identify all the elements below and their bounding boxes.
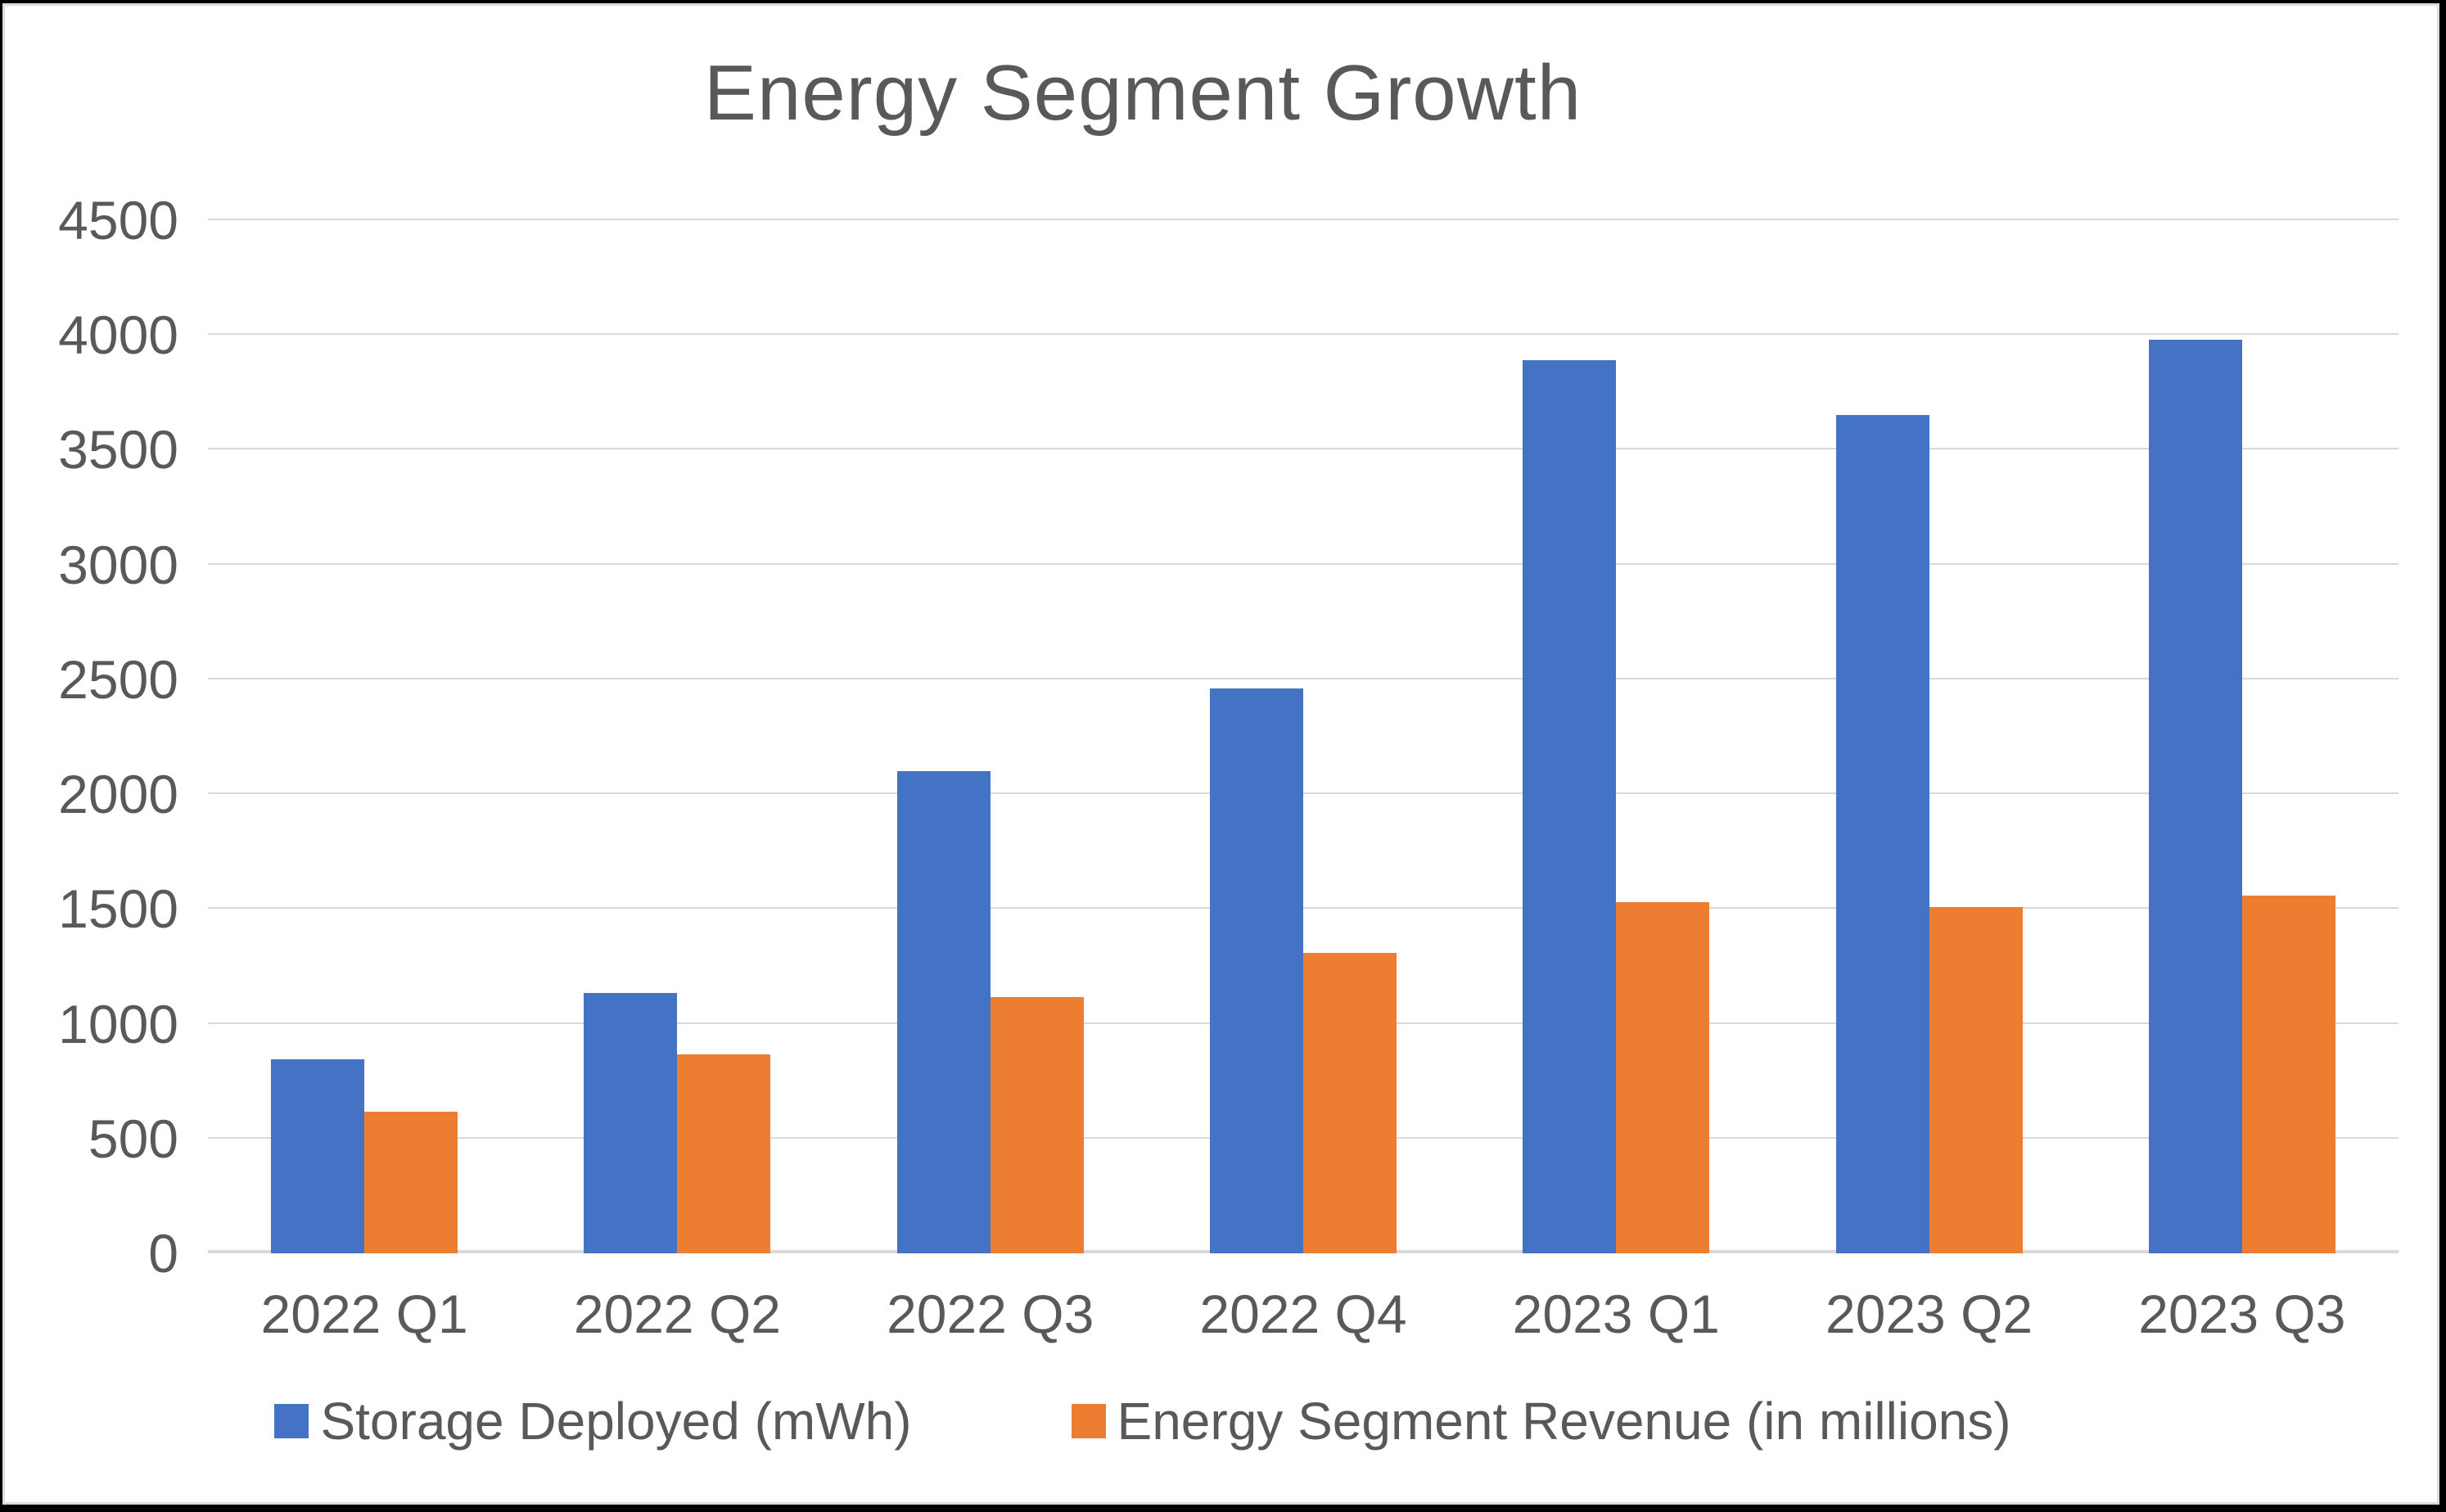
bar-storage-deployed-mwh-2022-q1 xyxy=(271,1058,365,1253)
plot-area: 0 500 1000 1500 2000 2500 3000 3500 4000 4500 xyxy=(58,190,2399,1284)
bar-storage-deployed-mwh-2022-q4 xyxy=(1209,688,1303,1253)
y-tick-label-1000: 1000 xyxy=(58,993,178,1054)
chart-panel: Energy Segment Growth 0 500 1000 1500 2000 25… xyxy=(2,3,2439,1505)
legend-label: Storage Deployed (mWh) xyxy=(320,1392,912,1451)
y-tick-label-500: 500 xyxy=(88,1108,178,1169)
bars-layer xyxy=(208,220,2399,1253)
legend-swatch-icon xyxy=(1071,1404,1106,1438)
bar-group-2023-q2 xyxy=(1772,220,2085,1253)
bar-storage-deployed-mwh-2022-q2 xyxy=(584,993,678,1253)
x-tick-label-2023-q2: 2023 Q2 xyxy=(1825,1284,2033,1344)
bar-group-2022-q1 xyxy=(208,220,521,1253)
x-axis: 2022 Q1 2022 Q2 2022 Q3 2022 Q4 2023 Q1 2023 … xyxy=(208,1283,2399,1345)
chart-title: Energy Segment Growth xyxy=(703,49,1582,137)
bar-energy-segment-revenue-in-millions-2023-q3 xyxy=(2241,895,2335,1253)
bar-group-2022-q2 xyxy=(521,220,833,1253)
bar-group-2023-q3 xyxy=(2086,220,2399,1253)
x-tick-label-2023-q1: 2023 Q1 xyxy=(1512,1284,1720,1344)
bar-storage-deployed-mwh-2023-q3 xyxy=(2148,339,2242,1253)
bar-energy-segment-revenue-in-millions-2022-q2 xyxy=(677,1054,771,1253)
y-tick-label-3000: 3000 xyxy=(58,534,178,595)
x-tick-label-2022-q1: 2022 Q1 xyxy=(260,1284,468,1344)
gridline-4000 xyxy=(208,333,2399,336)
bar-storage-deployed-mwh-2023-q2 xyxy=(1835,414,1929,1253)
y-tick-label-3500: 3500 xyxy=(58,419,178,481)
x-tick-label-2022-q3: 2022 Q3 xyxy=(887,1284,1094,1344)
bar-group-2023-q1 xyxy=(1460,220,1772,1253)
gridline-3000 xyxy=(208,562,2399,565)
x-tick-label-2022-q4: 2022 Q4 xyxy=(1199,1284,1407,1344)
legend-item-storage-deployed-mwh: Storage Deployed (mWh) xyxy=(274,1391,912,1451)
bar-storage-deployed-mwh-2023-q1 xyxy=(1523,360,1617,1253)
y-tick-label-0: 0 xyxy=(148,1223,178,1284)
bar-group-2022-q4 xyxy=(1147,220,1460,1253)
gridline-2000 xyxy=(208,792,2399,795)
x-tick-label-2022-q2: 2022 Q2 xyxy=(573,1284,782,1344)
bar-group-2022-q3 xyxy=(834,220,1147,1253)
legend-item-energy-segment-revenue-in-millions: Energy Segment Revenue (in millions) xyxy=(1071,1391,2011,1451)
gridline-1500 xyxy=(208,907,2399,909)
legend-label: Energy Segment Revenue (in millions) xyxy=(1117,1392,2011,1451)
gridline-3500 xyxy=(208,448,2399,450)
y-tick-label-2000: 2000 xyxy=(58,764,178,825)
legend: Storage Deployed (mWh) Energy Segment Rev… xyxy=(5,1391,2281,1451)
y-tick-label-4000: 4000 xyxy=(58,305,178,366)
bar-storage-deployed-mwh-2022-q3 xyxy=(896,771,991,1253)
gridline-2500 xyxy=(208,677,2399,679)
y-tick-label-1500: 1500 xyxy=(58,878,178,940)
bar-energy-segment-revenue-in-millions-2023-q2 xyxy=(1929,906,2023,1253)
legend-swatch-icon xyxy=(274,1404,309,1438)
bar-energy-segment-revenue-in-millions-2022-q1 xyxy=(364,1112,458,1253)
bar-energy-segment-revenue-in-millions-2022-q4 xyxy=(1302,952,1397,1253)
bar-energy-segment-revenue-in-millions-2022-q3 xyxy=(990,996,1084,1253)
bar-energy-segment-revenue-in-millions-2023-q1 xyxy=(1616,902,1710,1253)
x-tick-label-2023-q3: 2023 Q3 xyxy=(2138,1284,2346,1344)
gridline-4500 xyxy=(208,219,2399,220)
y-tick-label-2500: 2500 xyxy=(58,648,178,710)
y-tick-label-4500: 4500 xyxy=(58,190,178,250)
